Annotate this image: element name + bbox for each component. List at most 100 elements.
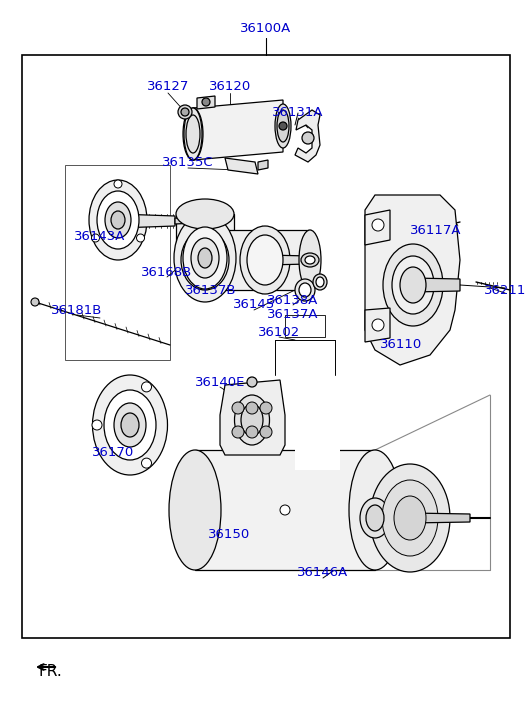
Ellipse shape [392,256,434,314]
Text: 36137B: 36137B [185,284,237,297]
Text: 36117A: 36117A [410,223,462,236]
Circle shape [247,377,257,387]
Circle shape [246,426,258,438]
Circle shape [279,122,287,130]
Ellipse shape [121,413,139,437]
Circle shape [202,98,210,106]
Polygon shape [295,110,320,162]
Polygon shape [195,450,375,570]
Bar [22,55,510,638]
Text: 36137A: 36137A [267,308,319,321]
Text: 36138A: 36138A [267,294,319,307]
Ellipse shape [241,404,263,436]
Ellipse shape [184,108,202,160]
Polygon shape [365,195,460,365]
Ellipse shape [275,104,291,148]
Text: 36150: 36150 [208,529,250,542]
Text: 36110: 36110 [380,339,422,351]
Ellipse shape [174,214,236,302]
Text: 36168B: 36168B [142,265,193,278]
Ellipse shape [313,274,327,290]
Ellipse shape [370,464,450,572]
Ellipse shape [186,115,200,153]
Text: 36143A: 36143A [74,230,126,243]
Ellipse shape [183,108,203,160]
Ellipse shape [97,191,139,249]
Ellipse shape [105,202,131,238]
Text: 36146A: 36146A [297,566,348,579]
Text: 36102: 36102 [258,326,300,339]
Circle shape [372,319,384,331]
Polygon shape [365,210,390,245]
Text: 36131A: 36131A [272,106,324,119]
Text: 36170: 36170 [92,446,134,459]
Ellipse shape [299,283,311,297]
Text: 36181B: 36181B [51,305,103,318]
Circle shape [114,180,122,188]
Ellipse shape [89,180,147,260]
Text: 36145: 36145 [233,299,275,311]
Ellipse shape [360,498,390,538]
Ellipse shape [394,496,426,540]
Ellipse shape [235,395,270,445]
Text: 36100A: 36100A [240,22,292,34]
Ellipse shape [114,403,146,447]
Ellipse shape [176,199,234,229]
Circle shape [372,219,384,231]
Circle shape [280,505,290,515]
Text: 36120: 36120 [209,81,251,94]
Circle shape [142,382,152,392]
Circle shape [232,426,244,438]
Circle shape [246,402,258,414]
Circle shape [181,108,189,116]
Ellipse shape [183,227,227,289]
Circle shape [232,402,244,414]
Ellipse shape [198,248,212,268]
Circle shape [302,132,314,144]
Circle shape [260,402,272,414]
Circle shape [142,458,152,468]
Circle shape [92,234,99,242]
Ellipse shape [104,390,156,460]
Polygon shape [365,308,390,342]
Ellipse shape [316,277,324,287]
Polygon shape [295,448,340,470]
Polygon shape [176,214,234,258]
Text: 36127: 36127 [147,81,189,94]
Circle shape [31,298,39,306]
Ellipse shape [277,110,289,142]
Ellipse shape [400,267,426,303]
Ellipse shape [366,505,384,531]
Polygon shape [175,218,195,224]
Polygon shape [118,214,175,228]
Ellipse shape [191,238,219,278]
Ellipse shape [169,450,221,570]
Text: FR.: FR. [38,664,62,680]
Polygon shape [220,380,285,455]
Ellipse shape [247,235,283,285]
Text: 36140E: 36140E [195,376,245,388]
Polygon shape [197,96,215,109]
Ellipse shape [295,279,315,301]
Circle shape [260,426,272,438]
Bar [285,315,325,337]
Ellipse shape [181,230,229,290]
Polygon shape [265,255,310,265]
Polygon shape [410,513,470,523]
Ellipse shape [349,450,401,570]
Ellipse shape [382,480,438,556]
Text: 36135C: 36135C [162,156,214,169]
Text: 36211: 36211 [484,284,526,297]
Ellipse shape [383,244,443,326]
Ellipse shape [111,211,125,229]
Ellipse shape [301,253,319,267]
Polygon shape [413,278,460,292]
Circle shape [178,105,192,119]
Ellipse shape [305,256,315,264]
Polygon shape [193,100,283,160]
Ellipse shape [299,230,321,290]
Ellipse shape [93,375,168,475]
Ellipse shape [240,226,290,294]
Circle shape [137,234,145,242]
Polygon shape [258,160,268,170]
